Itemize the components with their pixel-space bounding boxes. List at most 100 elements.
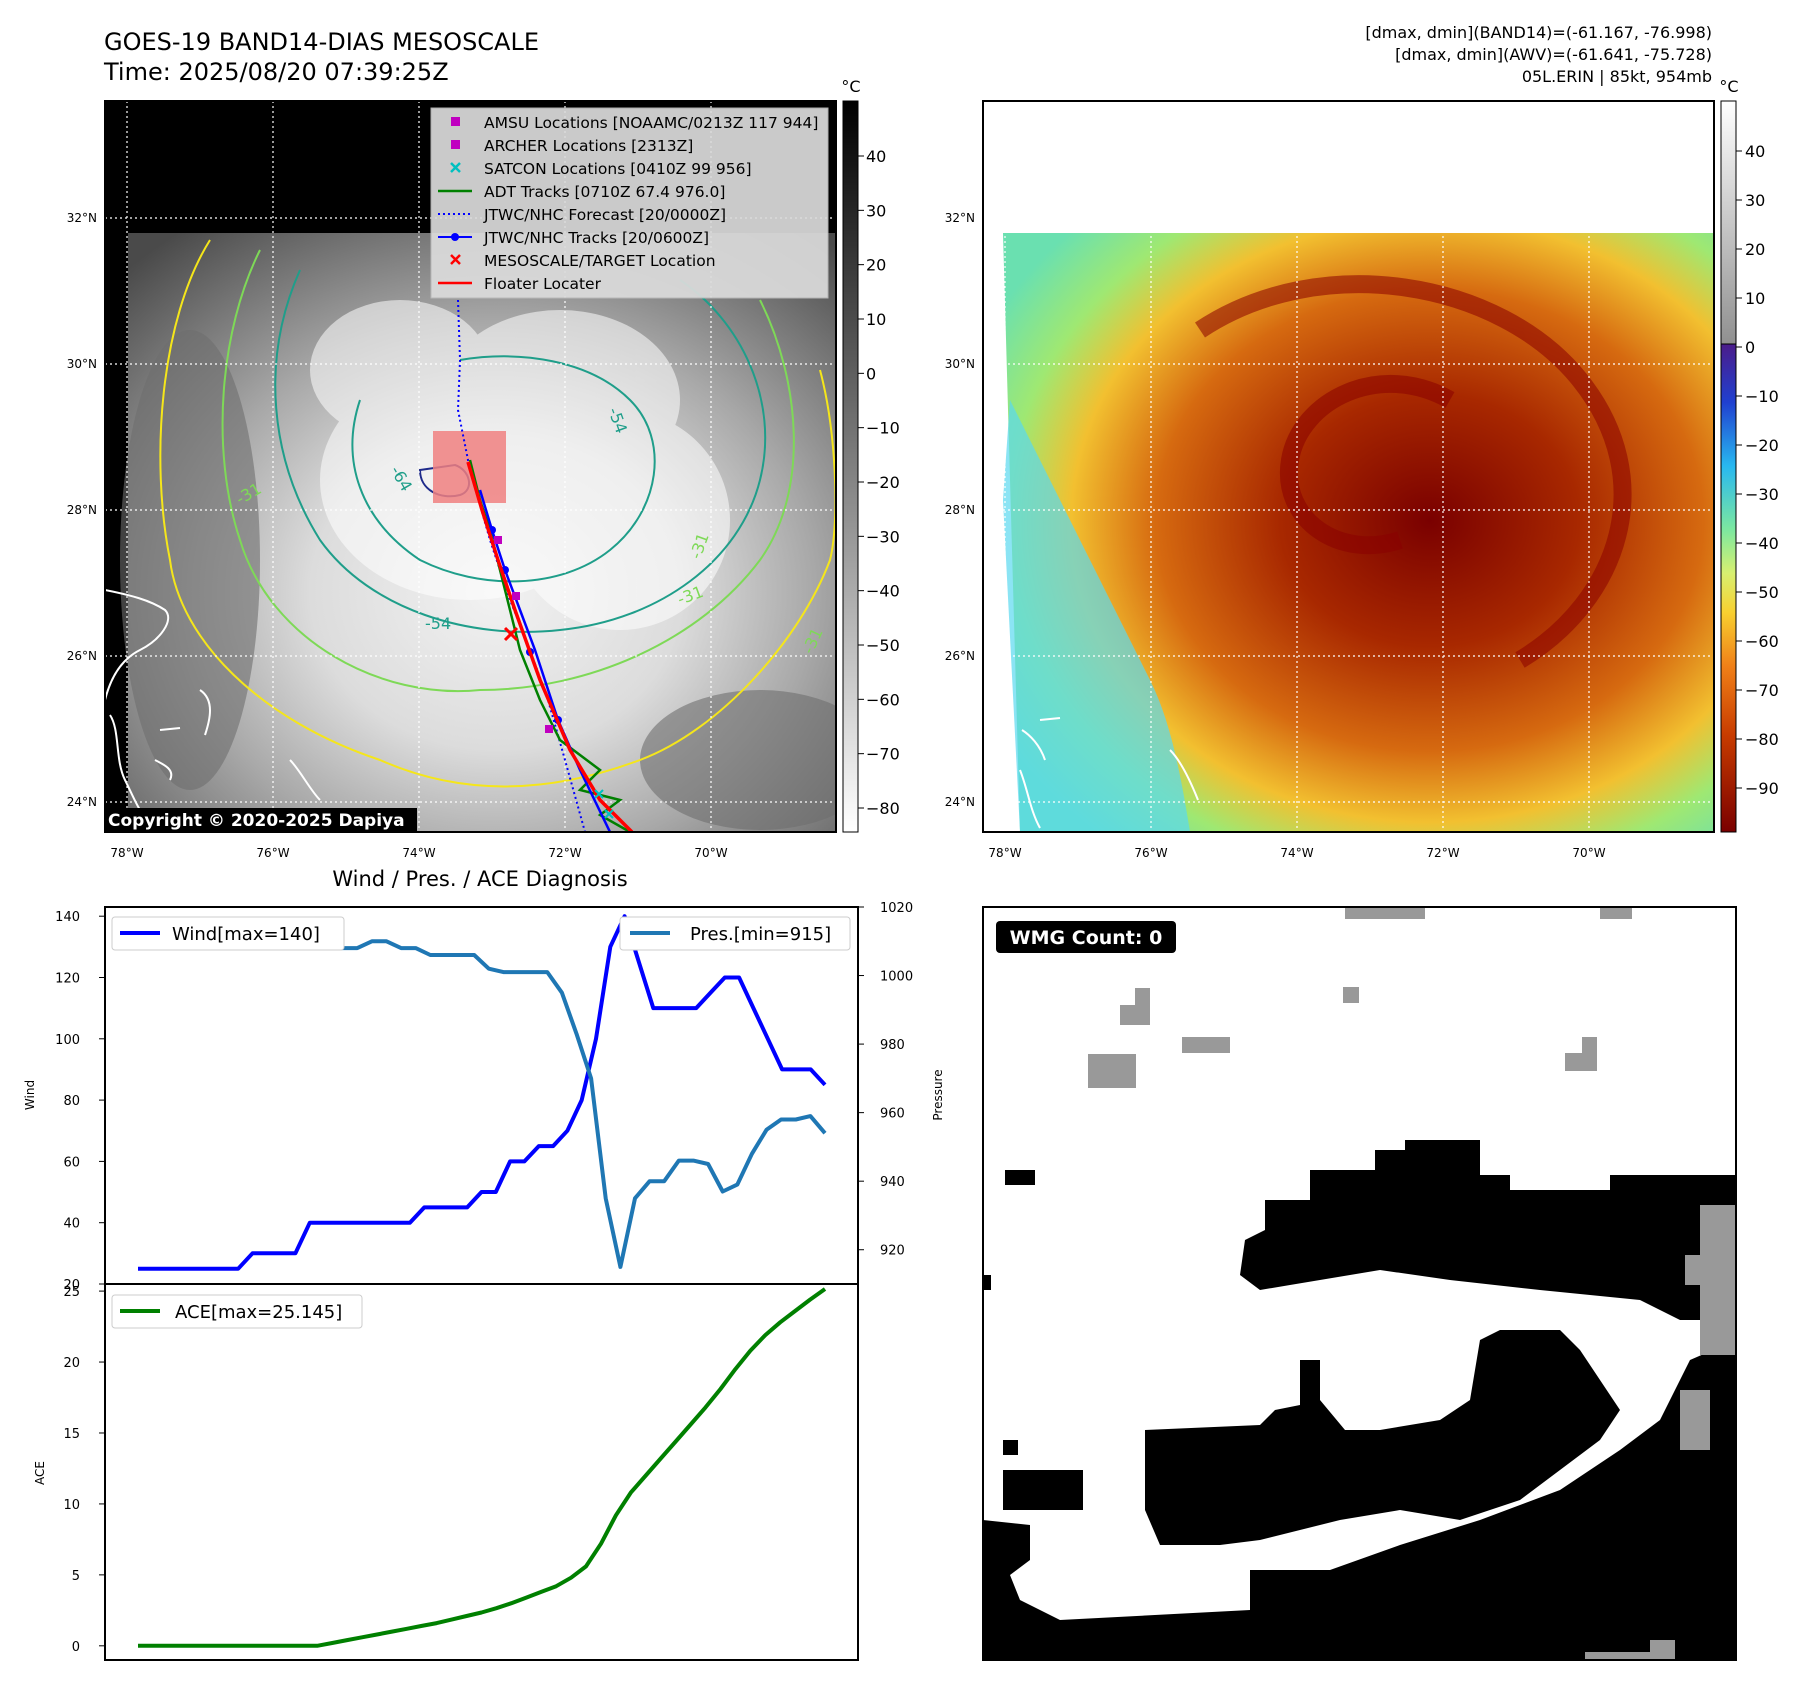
colorbar-tick-label: −20 bbox=[866, 473, 900, 492]
colorbar-tick-label: −70 bbox=[1745, 681, 1779, 700]
colorbar-tick-label: −20 bbox=[1745, 436, 1779, 455]
colorbar-tick-label: −10 bbox=[866, 419, 900, 438]
figure-title: GOES-19 BAND14-DIAS MESOSCALE bbox=[104, 28, 539, 56]
wind-chart-frame bbox=[104, 906, 859, 1285]
pressure-tick-label: 960 bbox=[880, 1107, 905, 1122]
lon-tick-label: 76°W bbox=[1134, 846, 1167, 860]
contour-label: -54 bbox=[425, 614, 451, 633]
colorbar-tick-label: −30 bbox=[1745, 485, 1779, 504]
stats-storm: 05L.ERIN | 85kt, 954mb bbox=[1522, 67, 1712, 86]
lat-tick-label: 26°N bbox=[945, 649, 975, 663]
colorbar-tick-label: −80 bbox=[866, 799, 900, 818]
legend-item-label: JTWC/NHC Forecast [20/0000Z] bbox=[483, 206, 726, 224]
wind-pressure-chart: 20 40 60 80 100 120 140 920 940 960 980 1000 1020 Wi… bbox=[23, 901, 945, 1293]
wind-legend-box bbox=[111, 916, 345, 951]
pressure-legend-label: Pres.[min=915] bbox=[690, 924, 831, 945]
contour-teal-inner bbox=[351, 355, 656, 583]
amsu-markers bbox=[494, 536, 553, 733]
x-stroke bbox=[450, 254, 461, 265]
map1-grid bbox=[105, 101, 836, 832]
contour-lines bbox=[159, 239, 836, 788]
ace-tick-label: 5 bbox=[72, 1569, 80, 1584]
lat-tick-label: 30°N bbox=[945, 357, 975, 371]
contour-green bbox=[221, 249, 795, 693]
pressure-tick-label: 940 bbox=[880, 1175, 905, 1190]
wind-tick-label: 80 bbox=[63, 1094, 80, 1109]
lat-tick-label: 24°N bbox=[945, 795, 975, 809]
legend-item-label: JTWC/NHC Tracks [20/0600Z] bbox=[483, 229, 709, 247]
legend-item-label: SATCON Locations [0410Z 99 956] bbox=[484, 160, 752, 178]
wind-tick-label: 100 bbox=[55, 1033, 80, 1048]
map-legend: AMSU Locations [NOAAMC/0213Z 117 944] ARC… bbox=[430, 107, 829, 299]
lon-tick-label: 74°W bbox=[1280, 846, 1313, 860]
wmg-count-badge bbox=[996, 921, 1176, 953]
map2-grid bbox=[983, 101, 1714, 832]
lon-tick-label: 78°W bbox=[110, 846, 143, 860]
colorbar-tick-label: −60 bbox=[866, 690, 900, 709]
color-colorbar-cold bbox=[1720, 343, 1737, 833]
lat-tick-label: 26°N bbox=[67, 649, 97, 663]
ace-series-line bbox=[138, 1287, 827, 1648]
colorbar-tick-label: −70 bbox=[866, 745, 900, 764]
legend-item-label: MESOSCALE/TARGET Location bbox=[484, 252, 716, 270]
legend-box bbox=[430, 107, 829, 299]
lon-tick-label: 70°W bbox=[1572, 846, 1605, 860]
colorbar-tick-label: −90 bbox=[1745, 779, 1779, 798]
legend-item-label: AMSU Locations [NOAAMC/0213Z 117 944] bbox=[484, 114, 818, 132]
lon-tick-label: 76°W bbox=[256, 846, 289, 860]
colorbar-tick-label: −40 bbox=[866, 582, 900, 601]
copyright-text: Copyright © 2020-2025 Dapiya bbox=[108, 811, 405, 831]
wmg-panel: WMG Count: 0 bbox=[982, 906, 1737, 1661]
wmg-small-black-blocks bbox=[983, 1170, 1083, 1510]
lon-tick-label: 72°W bbox=[1426, 846, 1459, 860]
enhanced-map-panel bbox=[983, 101, 1714, 832]
pressure-tick-label: 920 bbox=[880, 1244, 905, 1259]
pressure-tick-label: 1000 bbox=[880, 970, 913, 985]
spiral-bands bbox=[1195, 275, 1632, 668]
floater-track bbox=[466, 461, 634, 832]
stats-band14: [dmax, dmin](BAND14)=(-61.167, -76.998) bbox=[1365, 23, 1712, 42]
ace-tick-label: 10 bbox=[63, 1498, 80, 1513]
lat-tick-label: 28°N bbox=[67, 503, 97, 517]
lon-tick-label: 74°W bbox=[402, 846, 435, 860]
square-marker-icon bbox=[451, 140, 460, 149]
dry-slot bbox=[1003, 400, 1190, 832]
wmg-count-label: WMG Count: 0 bbox=[1010, 927, 1163, 949]
colorbar-tick-label: −40 bbox=[1745, 534, 1779, 553]
color-colorbar: °C 40 30 20 10 0 −10 −20 −30 −40 −50 −60 −70 −80 −90 bbox=[1719, 77, 1779, 833]
diagnosis-title: Wind / Pres. / ACE Diagnosis bbox=[332, 867, 627, 891]
legend-item-label: ARCHER Locations [2313Z] bbox=[484, 137, 693, 155]
pressure-axis-label: Pressure bbox=[931, 1069, 945, 1120]
lat-tick-label: 32°N bbox=[67, 211, 97, 225]
wmg-black-region-border bbox=[983, 1340, 1736, 1660]
gray-colorbar: °C 40 30 20 10 0 −10 −20 −30 −40 −50 −60 −70 −80 bbox=[841, 77, 900, 833]
colorbar-tick-label: −30 bbox=[866, 527, 900, 546]
legend-item-label: ADT Tracks [0710Z 67.4 976.0] bbox=[484, 183, 725, 201]
outer-bands bbox=[120, 330, 836, 830]
colorbar-tick-label: 40 bbox=[866, 147, 886, 166]
lat-tick-label: 32°N bbox=[945, 211, 975, 225]
colorbar-tick-label: −60 bbox=[1745, 632, 1779, 651]
colorbar-tick-label: −10 bbox=[1745, 387, 1779, 406]
wind-series-line bbox=[138, 914, 827, 1271]
lon-tick-label: 70°W bbox=[694, 846, 727, 860]
legend-item-label: Floater Locater bbox=[484, 275, 602, 293]
pressure-legend-box bbox=[619, 916, 851, 951]
enhanced-satellite-image bbox=[1003, 233, 1714, 832]
wind-axis-label: Wind bbox=[23, 1080, 37, 1110]
colorbar-tick-label: −80 bbox=[1745, 730, 1779, 749]
x-stroke bbox=[450, 162, 461, 173]
wmg-black-region-lower bbox=[1145, 1330, 1620, 1545]
ace-chart-frame bbox=[104, 1283, 859, 1661]
stats-awv: [dmax, dmin](AWV)=(-61.641, -75.728) bbox=[1395, 45, 1712, 64]
colorbar-tick-label: 30 bbox=[866, 201, 886, 220]
x-marker-icon bbox=[450, 162, 461, 173]
wind-tick-label: 60 bbox=[63, 1155, 80, 1170]
ace-legend-box bbox=[111, 1294, 363, 1329]
lon-tick-label: 72°W bbox=[548, 846, 581, 860]
wmg-black-region-upper bbox=[1240, 1140, 1736, 1320]
wmg-frame bbox=[982, 906, 1737, 1661]
ace-chart: 0 5 10 15 20 25 ACE ACE[max=25.145] bbox=[33, 1283, 859, 1661]
gray-colorbar-bar bbox=[842, 100, 859, 833]
